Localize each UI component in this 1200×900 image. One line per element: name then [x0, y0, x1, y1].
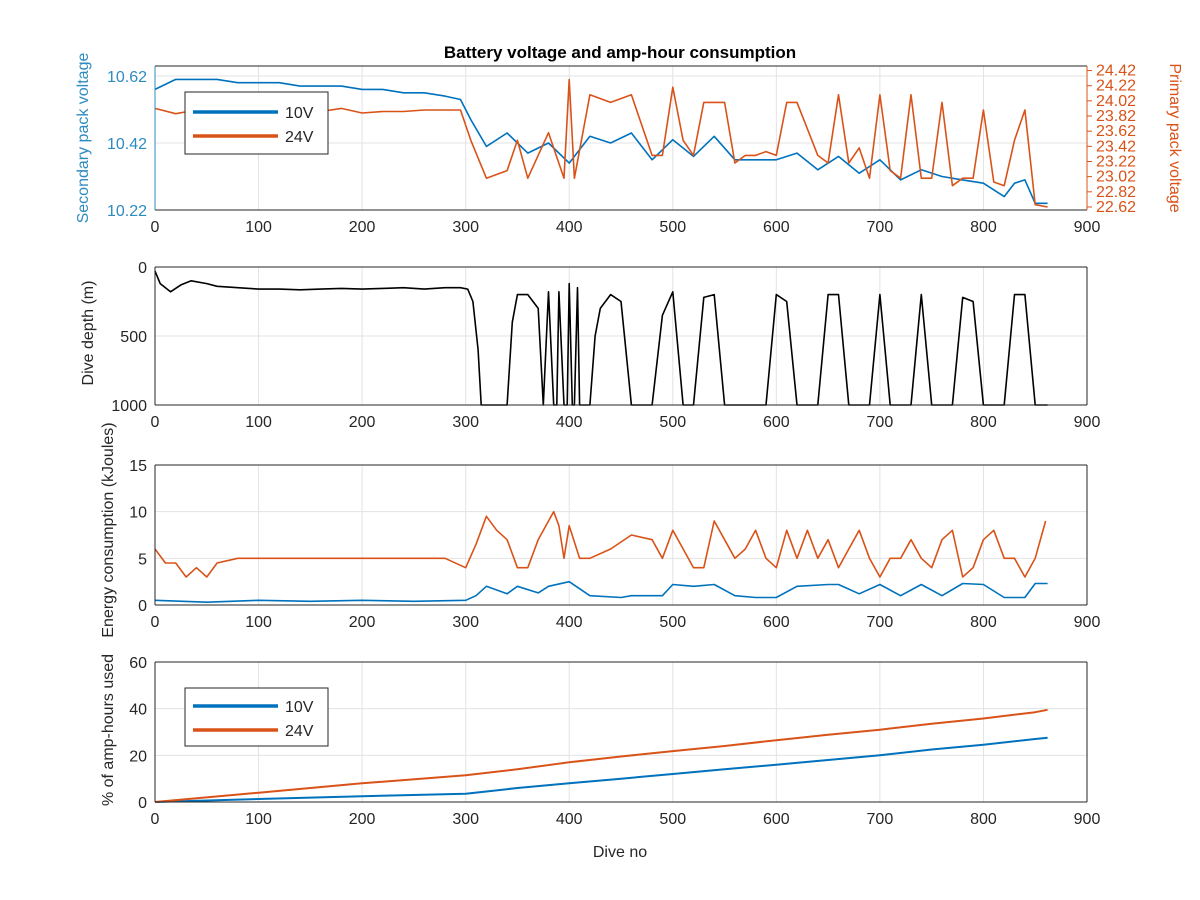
x-tick-label: 400	[556, 414, 583, 431]
x-tick-label: 500	[659, 811, 686, 828]
x-tick-label: 500	[659, 414, 686, 431]
y-tick-label: 10.62	[107, 69, 147, 86]
y-right-tick-label: 24.42	[1096, 63, 1136, 80]
x-tick-label: 200	[349, 219, 376, 236]
x-tick-label: 500	[659, 614, 686, 631]
x-tick-label: 900	[1074, 614, 1101, 631]
y-right-tick-label: 23.02	[1096, 169, 1136, 186]
voltage-legend-10v-label: 10V	[285, 105, 314, 122]
x-tick-label: 300	[452, 811, 479, 828]
y-tick-label: 60	[129, 655, 147, 672]
y-tick-label: 10.22	[107, 203, 147, 220]
y-right-tick-label: 23.22	[1096, 153, 1136, 170]
y-tick-label: 10.42	[107, 136, 147, 153]
x-tick-label: 300	[452, 219, 479, 236]
amp-hours-legend-24v-label: 24V	[285, 723, 314, 740]
x-tick-label: 100	[245, 614, 272, 631]
voltage-legend-box	[184, 91, 329, 155]
plot-area	[155, 465, 1087, 605]
y-tick-label: 1000	[111, 398, 147, 415]
x-tick-label: 0	[151, 614, 160, 631]
x-tick-label: 700	[867, 219, 894, 236]
y-tick-label: 0	[138, 795, 147, 812]
x-tick-label: 400	[556, 219, 583, 236]
x-tick-label: 600	[763, 614, 790, 631]
series-line-10v	[154, 78, 1048, 205]
x-tick-label: 700	[867, 414, 894, 431]
series-line-24v	[154, 78, 1048, 208]
x-tick-label: 200	[349, 614, 376, 631]
y-tick-label: 15	[129, 458, 147, 475]
x-tick-label: 300	[452, 614, 479, 631]
chart-title: Battery voltage and amp-hour consumption	[444, 43, 796, 62]
primary-voltage-ylabel: Primary pack voltage	[1166, 63, 1183, 212]
y-tick-label: 5	[138, 551, 147, 568]
series-line-10v	[154, 736, 1048, 803]
x-tick-label: 0	[151, 219, 160, 236]
y-right-tick-label: 22.62	[1096, 199, 1136, 216]
x-tick-label: 800	[970, 219, 997, 236]
x-tick-label: 200	[349, 811, 376, 828]
series-line-24v	[154, 708, 1048, 803]
x-tick-label: 500	[659, 219, 686, 236]
amp-hours-legend: 10V 24V	[184, 687, 329, 747]
series-line-24v	[154, 510, 1047, 578]
x-tick-label: 900	[1074, 219, 1101, 236]
x-tick-label: 0	[151, 811, 160, 828]
x-tick-label: 0	[151, 414, 160, 431]
x-tick-label: 900	[1074, 414, 1101, 431]
y-right-tick-label: 23.82	[1096, 108, 1136, 125]
voltage-legend: 10V 24V	[184, 91, 329, 155]
y-tick-label: 20	[129, 748, 147, 765]
y-tick-label: 0	[138, 260, 147, 277]
x-tick-label: 100	[245, 219, 272, 236]
x-tick-label: 200	[349, 414, 376, 431]
y-tick-label: 500	[120, 329, 147, 346]
depth-axes: 0 100 200 300 400 500 600 700 800 900 0 500 1000	[111, 260, 1100, 431]
y-right-tick-label: 23.62	[1096, 123, 1136, 140]
energy-ylabel: Energy consumption (kJoules)	[100, 422, 117, 637]
amp-hours-ylabel: % of amp-hours used	[100, 654, 117, 806]
energy-axes: 0 100 200 300 400 500 600 700 800 900 0 5 10 15	[129, 458, 1100, 631]
y-tick-label: 40	[129, 702, 147, 719]
x-tick-label: 900	[1074, 811, 1101, 828]
amp-hours-legend-10v-label: 10V	[285, 699, 314, 716]
y-tick-label: 0	[138, 598, 147, 615]
y-right-tick-label: 24.22	[1096, 78, 1136, 95]
series-line-10v	[154, 580, 1048, 604]
x-tick-label: 600	[763, 414, 790, 431]
x-tick-label: 700	[867, 614, 894, 631]
x-tick-label: 400	[556, 614, 583, 631]
dive-no-xlabel: Dive no	[593, 844, 647, 861]
x-tick-label: 800	[970, 811, 997, 828]
depth-ylabel: Dive depth (m)	[80, 281, 97, 386]
y-tick-label: 10	[129, 505, 147, 522]
voltage-legend-24v-label: 24V	[285, 129, 314, 146]
x-tick-label: 100	[245, 811, 272, 828]
amp-hours-legend-box	[184, 687, 329, 747]
x-tick-label: 600	[763, 811, 790, 828]
x-tick-label: 300	[452, 414, 479, 431]
y-right-tick-label: 23.42	[1096, 138, 1136, 155]
y-right-tick-label: 24.02	[1096, 93, 1136, 110]
x-tick-label: 600	[763, 219, 790, 236]
secondary-voltage-ylabel: Secondary pack voltage	[75, 53, 92, 224]
x-tick-label: 800	[970, 614, 997, 631]
y-right-tick-label: 22.82	[1096, 184, 1136, 201]
x-tick-label: 700	[867, 811, 894, 828]
x-tick-label: 800	[970, 414, 997, 431]
x-tick-label: 400	[556, 811, 583, 828]
x-tick-label: 100	[245, 414, 272, 431]
